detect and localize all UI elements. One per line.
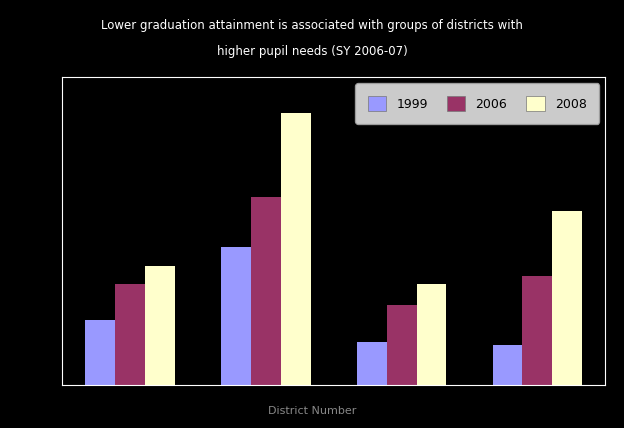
Text: District Number: District Number — [268, 406, 356, 416]
Bar — [387, 306, 417, 385]
Bar — [492, 345, 522, 385]
Bar — [251, 197, 281, 385]
Text: Lower graduation attainment is associated with groups of districts with: Lower graduation attainment is associate… — [101, 19, 523, 32]
Bar — [115, 284, 145, 385]
Bar — [417, 284, 447, 385]
Bar — [85, 320, 115, 385]
Bar — [552, 211, 582, 385]
Bar — [145, 265, 175, 385]
Legend: 1999, 2006, 2008: 1999, 2006, 2008 — [355, 83, 599, 124]
Bar — [221, 247, 251, 385]
Bar — [357, 342, 387, 385]
Text: higher pupil needs (SY 2006-07): higher pupil needs (SY 2006-07) — [217, 45, 407, 58]
Bar — [522, 276, 552, 385]
Bar — [281, 113, 311, 385]
